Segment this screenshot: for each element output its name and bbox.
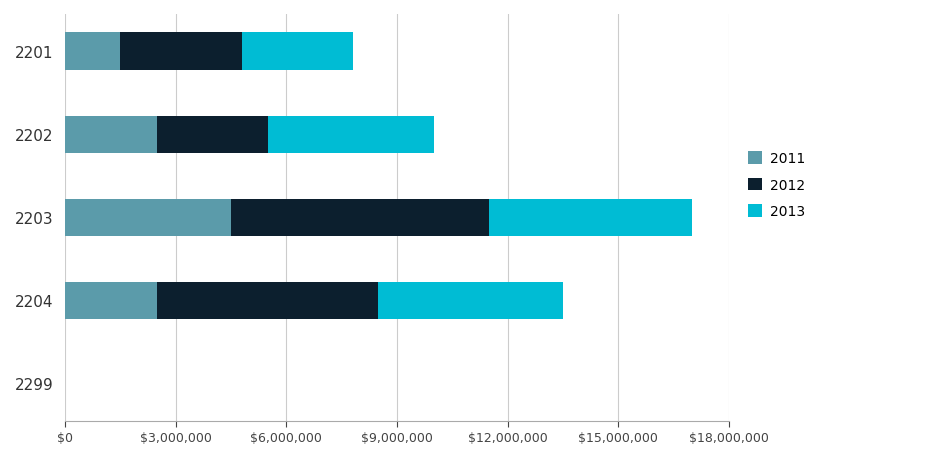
Bar <box>120 34 242 71</box>
Bar <box>157 282 379 319</box>
Bar <box>65 199 230 236</box>
Bar <box>65 282 157 319</box>
Bar <box>267 116 433 154</box>
Bar <box>242 34 352 71</box>
Bar <box>379 282 563 319</box>
Bar <box>65 116 157 154</box>
Legend: 2011, 2012, 2013: 2011, 2012, 2013 <box>742 146 810 224</box>
Bar <box>489 199 691 236</box>
Bar <box>65 34 120 71</box>
Bar <box>230 199 489 236</box>
Bar <box>157 116 267 154</box>
